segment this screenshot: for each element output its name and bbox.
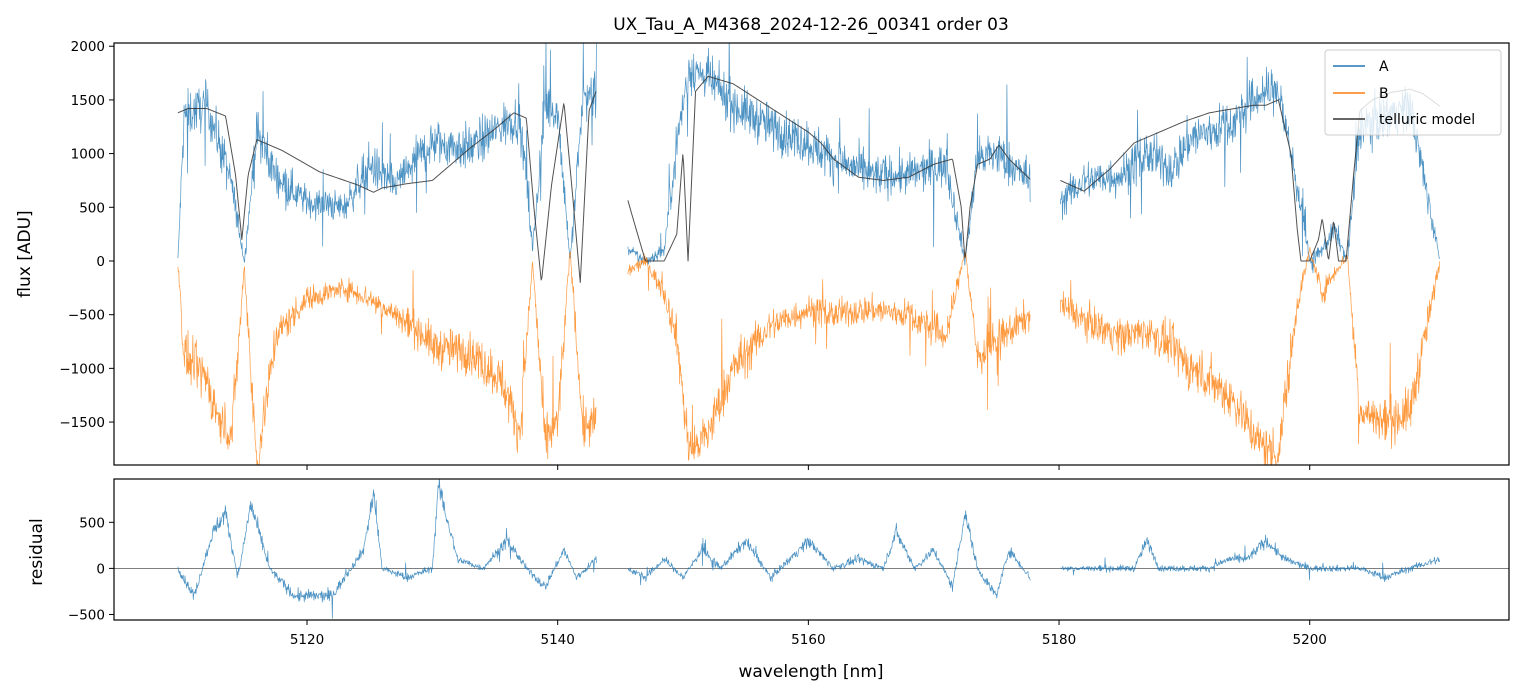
legend-label-a: A: [1379, 59, 1389, 75]
y-tick-label: −500: [68, 607, 105, 623]
series-residual-line-segment-1: [177, 479, 597, 619]
x-tick-label: 5160: [791, 632, 825, 648]
residual-panel: −500 0 500 5120 5140 5160 5180 5200 residual w…: [27, 478, 1510, 682]
y-tick-label: 0: [96, 561, 105, 577]
flux-x-ticks: [306, 465, 1311, 470]
flux-y-axis-label: flux [ADU]: [15, 210, 35, 297]
residual-y-axis-label: residual: [27, 518, 47, 585]
flux-y-ticks: −1500 −1000 −500 0 500 1000 1500 2000: [59, 39, 114, 431]
series-b-line-segment-3: [1059, 246, 1441, 465]
x-axis-label: wavelength [nm]: [738, 662, 883, 682]
y-tick-label: 500: [79, 200, 105, 216]
x-tick-label: 5200: [1293, 632, 1327, 648]
x-tick-label: 5140: [541, 632, 575, 648]
residual-axes-frame: [113, 478, 1510, 621]
series-telluric-model-line-segment-1: [177, 91, 597, 283]
series-b-line-segment-2: [627, 251, 1031, 461]
x-tick-label: 5120: [290, 632, 324, 648]
series-b-line-segment-1: [177, 251, 597, 465]
legend-box: [1324, 49, 1502, 136]
legend-label-b: B: [1379, 86, 1389, 102]
residual-y-ticks: −500 0 500: [68, 515, 114, 623]
chart-title: UX_Tau_A_M4368_2024-12-26_00341 order 03: [613, 15, 1009, 35]
residual-plot-area: [114, 479, 1509, 619]
y-tick-label: 0: [96, 254, 105, 270]
y-tick-label: −500: [68, 308, 105, 324]
flux-axes-frame: [113, 42, 1510, 466]
series-telluric-model-line-segment-2: [627, 75, 1031, 262]
y-tick-label: 1500: [71, 93, 105, 109]
series-a-line-segment-2: [627, 43, 1031, 266]
y-tick-label: −1000: [59, 361, 105, 377]
legend: A B telluric model: [1324, 49, 1502, 136]
series-residual-line-segment-3: [1060, 534, 1441, 583]
y-tick-label: 500: [79, 515, 105, 531]
y-tick-label: 2000: [71, 39, 105, 55]
y-tick-label: −1500: [59, 415, 105, 431]
x-tick-label: 5180: [1042, 632, 1076, 648]
series-residual-line-segment-2: [627, 510, 1031, 599]
series-a-line-segment-1: [177, 43, 597, 263]
residual-x-ticks: 5120 5140 5160 5180 5200: [290, 620, 1327, 648]
y-tick-label: 1000: [71, 147, 105, 163]
legend-label-telluric: telluric model: [1379, 112, 1475, 128]
flux-panel: −1500 −1000 −500 0 500 1000 1500 2000 flux [ADU…: [15, 39, 1510, 470]
